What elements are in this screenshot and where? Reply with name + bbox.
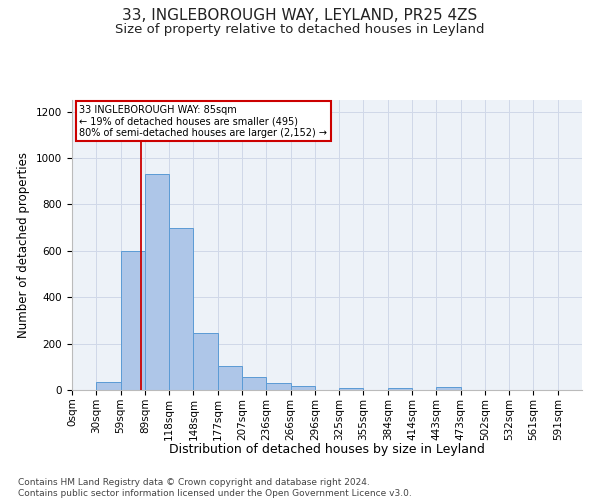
Bar <box>96 382 121 390</box>
Bar <box>388 388 412 390</box>
Text: 33 INGLEBOROUGH WAY: 85sqm
← 19% of detached houses are smaller (495)
80% of sem: 33 INGLEBOROUGH WAY: 85sqm ← 19% of deta… <box>79 104 327 138</box>
Bar <box>145 174 169 390</box>
Bar <box>436 387 461 390</box>
Text: Size of property relative to detached houses in Leyland: Size of property relative to detached ho… <box>115 22 485 36</box>
Bar <box>218 366 242 390</box>
Text: 33, INGLEBOROUGH WAY, LEYLAND, PR25 4ZS: 33, INGLEBOROUGH WAY, LEYLAND, PR25 4ZS <box>122 8 478 22</box>
Bar <box>290 386 315 390</box>
Bar <box>266 383 290 390</box>
Bar <box>121 251 145 390</box>
Bar <box>193 333 218 390</box>
Text: Contains HM Land Registry data © Crown copyright and database right 2024.
Contai: Contains HM Land Registry data © Crown c… <box>18 478 412 498</box>
Bar <box>339 388 364 390</box>
Text: Distribution of detached houses by size in Leyland: Distribution of detached houses by size … <box>169 442 485 456</box>
Bar <box>169 228 193 390</box>
Bar <box>242 377 266 390</box>
Y-axis label: Number of detached properties: Number of detached properties <box>17 152 31 338</box>
